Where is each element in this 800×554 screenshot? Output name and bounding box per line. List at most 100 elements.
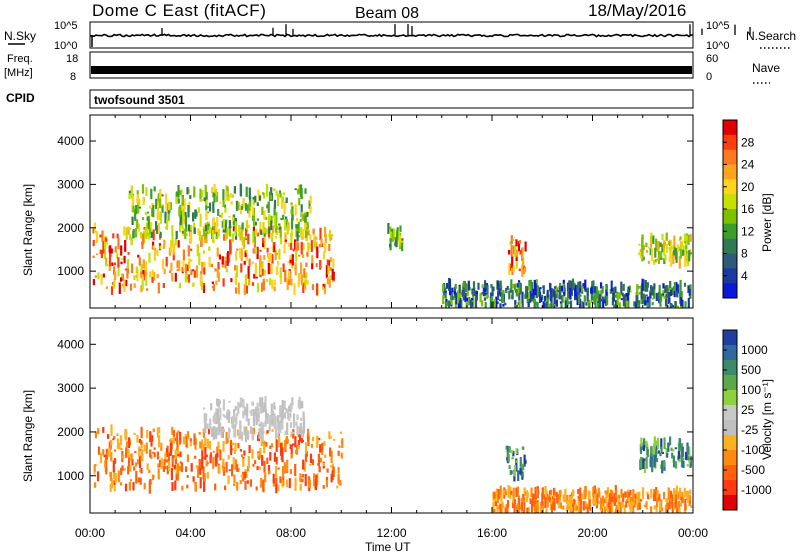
velocity-echo-cell bbox=[559, 502, 562, 509]
velocity-echo-cell bbox=[195, 465, 198, 469]
velocity-echo-cell bbox=[102, 427, 105, 433]
velocity-echo-cell bbox=[189, 439, 192, 447]
velocity-echo-cell bbox=[202, 428, 205, 433]
power-echo-cell bbox=[316, 246, 319, 259]
velocity-echo-cell bbox=[239, 424, 242, 429]
velocity-echo-cell bbox=[679, 438, 682, 449]
power-echo-cell bbox=[240, 206, 244, 210]
power-echo-cell bbox=[396, 230, 399, 240]
velocity-echo-cell bbox=[233, 483, 236, 486]
velocity-echo-cell bbox=[274, 428, 278, 440]
power-echo-cell bbox=[294, 239, 297, 250]
power-echo-cell bbox=[274, 236, 278, 239]
power-echo-cell bbox=[171, 234, 174, 247]
velocity-echo-cell bbox=[266, 430, 269, 434]
power-echo-cell bbox=[638, 292, 641, 295]
power-echo-cell bbox=[675, 291, 678, 297]
velocity-echo-cell bbox=[605, 492, 608, 504]
velocity-echo-cell bbox=[225, 432, 228, 445]
power-echo-cell bbox=[190, 248, 193, 251]
velocity-echo-cell bbox=[688, 500, 691, 504]
velocity-echo-cell bbox=[257, 435, 260, 441]
power-echo-cell bbox=[452, 295, 455, 301]
power-echo-cell bbox=[559, 301, 563, 304]
power-echo-cell bbox=[549, 303, 552, 308]
velocity-echo-cell bbox=[213, 426, 216, 437]
power-echo-cell bbox=[105, 286, 108, 290]
power-echo-cell bbox=[231, 194, 234, 198]
power-echo-cell bbox=[528, 280, 531, 290]
power-echo-cell bbox=[302, 214, 305, 221]
power-echo-cell bbox=[279, 273, 282, 284]
power-echo-cell bbox=[138, 199, 141, 205]
power-echo-cell bbox=[198, 252, 201, 266]
power-echo-cell bbox=[286, 277, 289, 290]
velocity-echo-cell bbox=[285, 436, 289, 442]
velocity-echo-cell bbox=[236, 464, 239, 472]
velocity-colorbar-swatch bbox=[723, 465, 737, 481]
velocity-echo-cell bbox=[509, 470, 512, 475]
velocity-echo-cell bbox=[110, 441, 113, 445]
velocity-echo-cell bbox=[557, 497, 561, 509]
power-echo-cell bbox=[244, 203, 248, 211]
power-echo-cell bbox=[499, 303, 502, 308]
velocity-echo-cell bbox=[264, 472, 267, 482]
power-echo-cell bbox=[305, 262, 308, 267]
power-echo-cell bbox=[582, 283, 585, 289]
velocity-echo-cell bbox=[151, 435, 154, 442]
power-echo-cell bbox=[531, 294, 534, 300]
velocity-colorbar-swatch bbox=[723, 405, 737, 421]
velocity-echo-cell bbox=[139, 477, 142, 485]
power-echo-cell bbox=[92, 239, 95, 247]
power-echo-cell bbox=[641, 299, 644, 305]
velocity-echo-cell bbox=[96, 471, 100, 482]
power-echo-cell bbox=[531, 298, 535, 302]
velocity-echo-cell bbox=[107, 450, 110, 457]
power-echo-cell bbox=[389, 226, 392, 230]
power-echo-cell bbox=[114, 246, 117, 253]
velocity-echo-cell bbox=[212, 431, 215, 440]
velocity-echo-cell bbox=[150, 454, 153, 459]
velocity-echo-cell bbox=[269, 415, 272, 428]
velocity-echo-cell bbox=[295, 445, 299, 455]
velocity-echo-cell bbox=[251, 401, 254, 406]
power-echo-cell bbox=[669, 247, 672, 257]
power-echo-cell bbox=[135, 205, 138, 214]
velocity-echo-cell bbox=[260, 421, 263, 434]
power-echo-cell bbox=[229, 193, 232, 198]
power-echo-cell bbox=[229, 239, 232, 251]
power-echo-cell bbox=[235, 200, 239, 211]
velocity-echo-cell bbox=[248, 445, 251, 454]
velocity-echo-cell bbox=[634, 493, 637, 499]
power-echo-cell bbox=[234, 229, 237, 237]
power-echo-cell bbox=[152, 245, 155, 249]
velocity-echo-cell bbox=[198, 432, 201, 435]
velocity-echo-cell bbox=[647, 494, 650, 500]
velocity-echo-cell bbox=[262, 431, 265, 434]
power-echo-cell bbox=[479, 292, 482, 303]
velocity-echo-cell bbox=[164, 466, 167, 470]
velocity-echo-cell bbox=[109, 483, 112, 492]
power-echo-cell bbox=[455, 292, 458, 305]
velocity-echo-cell bbox=[646, 442, 649, 447]
power-echo-cell bbox=[601, 296, 604, 302]
velocity-echo-cell bbox=[337, 450, 340, 456]
power-echo-cell bbox=[313, 238, 316, 248]
power-echo-cell bbox=[511, 289, 514, 300]
power-echo-cell bbox=[664, 254, 667, 261]
velocity-echo-cell bbox=[592, 498, 595, 504]
power-echo-cell bbox=[395, 239, 398, 248]
power-echo-cell bbox=[257, 189, 260, 195]
power-echo-cell bbox=[145, 273, 148, 286]
power-echo-cell bbox=[203, 267, 206, 275]
velocity-echo-cell bbox=[584, 485, 587, 499]
velocity-echo-cell bbox=[286, 422, 289, 435]
velocity-echo-cell bbox=[174, 449, 177, 459]
power-echo-cell bbox=[156, 225, 159, 234]
power-echo-cell bbox=[252, 248, 255, 254]
velocity-echo-cell bbox=[494, 498, 497, 502]
velocity-echo-cell bbox=[549, 494, 552, 498]
power-echo-cell bbox=[249, 195, 252, 207]
